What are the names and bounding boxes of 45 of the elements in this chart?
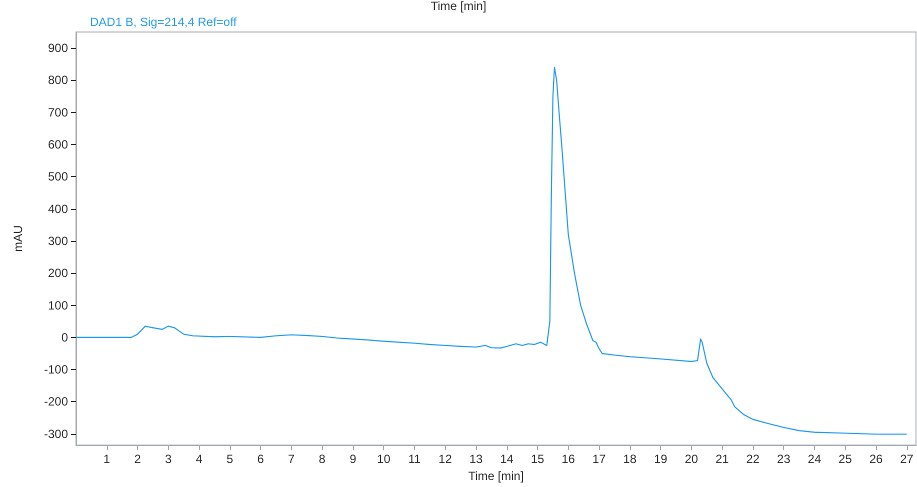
line-series xyxy=(75,66,908,435)
x-tick-label: 4 xyxy=(196,452,203,466)
y-tick-label: 500 xyxy=(48,170,68,184)
x-tick-label: 22 xyxy=(746,452,760,466)
y-tick-label: 100 xyxy=(48,298,68,312)
y-tick-label: 900 xyxy=(48,41,68,56)
x-tick-label: 26 xyxy=(869,452,883,466)
y-tick-label: 300 xyxy=(48,234,68,248)
x-tick-label: 6 xyxy=(257,452,264,466)
x-tick-label: 19 xyxy=(654,452,668,466)
y-tick-label: 0 xyxy=(61,330,68,344)
x-tick-label: 12 xyxy=(438,452,452,466)
x-tick-label: 16 xyxy=(562,452,576,466)
y-tick-label: 200 xyxy=(48,266,68,280)
x-tick-label: 24 xyxy=(808,452,822,466)
x-tick-label: 17 xyxy=(592,452,606,466)
y-tick-label: 700 xyxy=(48,105,68,120)
y-tick-label: -300 xyxy=(44,426,68,441)
chart-title: DAD1 B, Sig=214,4 Ref=off xyxy=(90,15,238,29)
x-tick-label: 7 xyxy=(288,452,296,466)
x-tick-label: 21 xyxy=(715,452,730,466)
x-tick-label: 18 xyxy=(623,452,637,466)
y-tick-label: -200 xyxy=(44,394,68,409)
y-tick-label: 400 xyxy=(48,202,68,216)
x-tick-label: 23 xyxy=(777,452,791,466)
x-tick-label: 14 xyxy=(500,452,514,466)
x-tick-label: 13 xyxy=(469,452,483,466)
x-tick-label: 1 xyxy=(103,452,110,466)
x-axis-title: Time [min] xyxy=(468,469,524,483)
text: Time [min] xyxy=(430,0,486,13)
x-tick-label: 15 xyxy=(530,452,545,466)
x-tick-label: 9 xyxy=(350,452,357,466)
y-tick-label: 800 xyxy=(48,73,68,88)
x-tick-label: 20 xyxy=(684,452,698,466)
x-tick-label: 25 xyxy=(838,452,852,466)
x-tick-label: 27 xyxy=(900,452,914,466)
y-tick-label: 600 xyxy=(48,138,68,152)
x-tick-label: 11 xyxy=(408,452,422,466)
x-tick-label: 10 xyxy=(377,452,391,466)
x-tick-label: 2 xyxy=(134,452,142,466)
x-tick-label: 3 xyxy=(164,452,172,466)
y-axis-title: mAU xyxy=(11,225,25,252)
x-tick-label: 5 xyxy=(226,452,234,466)
y-tick-label: -100 xyxy=(44,362,68,377)
x-tick-label: 8 xyxy=(318,452,326,466)
